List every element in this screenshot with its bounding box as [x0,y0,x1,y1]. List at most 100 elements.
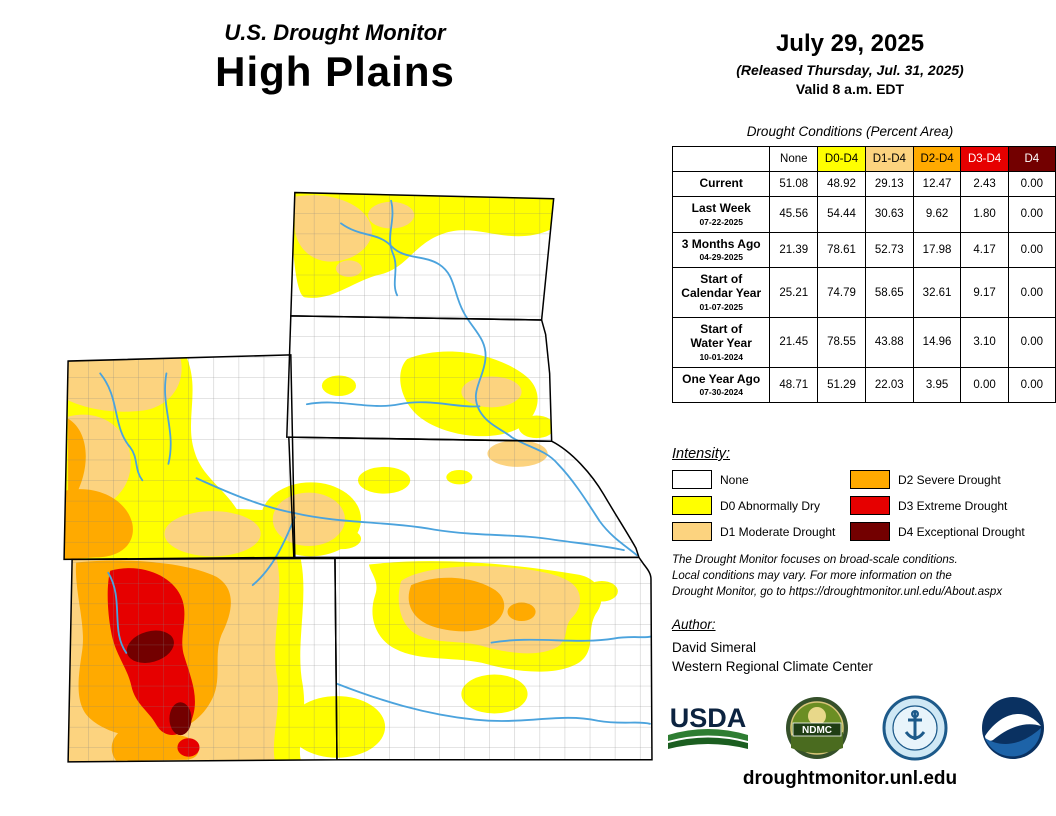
legend-swatch [672,470,712,489]
map-container [38,172,660,768]
table-cell: 22.03 [864,366,914,404]
author-organization: Western Regional Climate Center [672,659,873,674]
legend-title: Intensity: [672,446,731,462]
legend-swatch [850,470,890,489]
table-cell: 51.29 [817,366,866,404]
legend-swatch [850,522,890,541]
table-cell: 29.13 [864,171,914,197]
table-header-row: None D0-D4 D1-D4 D2-D4 D3-D4 D4 [671,146,1056,172]
table-cell: 9.62 [912,195,962,233]
legend-label: D0 Abnormally Dry [720,498,821,513]
legend-label: D4 Exceptional Drought [898,524,1025,539]
row-label: Start of Calendar Year 01-07-2025 [671,267,771,318]
region-title: High Plains [215,48,455,95]
table-cell: 30.63 [864,195,914,233]
river-lines [99,199,652,725]
table-cell: 0.00 [1007,231,1056,269]
column-header-d3: D3-D4 [960,146,1009,172]
table-cell: 3.10 [960,316,1009,368]
table-cell: 48.71 [769,366,819,404]
table-cell: 78.61 [817,231,866,269]
disclaimer-line-2: Local conditions may vary. For more info… [672,569,952,582]
table-cell: 74.79 [817,267,866,318]
table-cell: 25.21 [769,267,819,318]
droughtmonitor-url-link[interactable]: droughtmonitor.unl.edu [742,768,958,789]
table-cell: 43.88 [864,316,914,368]
legend-swatch [672,522,712,541]
column-header-d1: D1-D4 [864,146,914,172]
legend-item: D2 Severe Drought [850,470,1025,489]
usda-logo-icon: USDA [668,703,748,749]
legend-item: D1 Moderate Drought [672,522,850,541]
row-label: One Year Ago 07-30-2024 [671,366,771,404]
legend-swatch [672,496,712,515]
table-cell: 1.80 [960,195,1009,233]
legend-swatch [850,496,890,515]
legend-label: None [720,472,749,487]
table-cell: 0.00 [1007,366,1056,404]
legend-item: D0 Abnormally Dry [672,496,850,515]
table-cell: 4.17 [960,231,1009,269]
table-cell: 0.00 [1007,316,1056,368]
noaa-logo-icon [982,697,1044,759]
table-cell: 21.45 [769,316,819,368]
legend-label: D3 Extreme Drought [898,498,1008,513]
table-cell: 45.56 [769,195,819,233]
legend-item: D3 Extreme Drought [850,496,1025,515]
table-cell: 17.98 [912,231,962,269]
ndmc-logo-icon: NDMC [786,697,848,759]
drought-conditions-table: None D0-D4 D1-D4 D2-D4 D3-D4 D4 Current 51.08 4… [671,146,1056,404]
usda-logo-text: USDA [670,703,747,733]
map-fill-layer [64,192,652,762]
legend-label: D2 Severe Drought [898,472,1001,487]
row-label: Last Week 07-22-2025 [671,195,771,233]
table-row: One Year Ago 07-30-2024 48.71 51.29 22.03 3.9… [671,366,1056,404]
author-block: Author: David Simeral Western Regional C… [672,617,873,674]
column-header-none: None [769,146,819,172]
table-cell: 14.96 [912,316,962,368]
commerce-anchor-eye [911,710,919,718]
table-cell: 0.00 [1007,195,1056,233]
valid-time: Valid 8 a.m. EDT [795,81,905,97]
table-cell: 58.65 [864,267,914,318]
table-cell: 48.92 [817,171,866,197]
ndmc-banner [792,722,842,737]
title-block: U.S. Drought Monitor High Plains [90,20,580,96]
column-header-d0: D0-D4 [817,146,866,172]
disclaimer-line-3: Drought Monitor, go to https://droughtmo… [672,585,1003,598]
table-cell: 9.17 [960,267,1009,318]
commerce-seal-icon [882,695,948,761]
ndmc-logo-text: NDMC [802,725,832,736]
legend-label: D1 Moderate Drought [720,524,836,539]
column-header-d4: D4 [1007,146,1056,172]
table-row: Start of Calendar Year 01-07-2025 25.21 74.7… [671,267,1056,318]
author-heading: Author: [672,617,716,632]
agency-logos: USDA NDMC [664,692,1046,764]
column-header-d2: D2-D4 [912,146,962,172]
map-date: July 29, 2025 [775,30,925,57]
legend-item: D4 Exceptional Drought [850,522,1025,541]
table-cell: 54.44 [817,195,866,233]
table-cell: 0.00 [1007,267,1056,318]
table-cell: 32.61 [912,267,962,318]
table-corner-cell [671,146,771,172]
ndmc-sun-shape [808,707,826,725]
table-cell: 52.73 [864,231,914,269]
usda-swoosh-top [668,729,748,741]
table-cell: 3.95 [912,366,962,404]
table-cell: 0.00 [1007,171,1056,197]
table-row: 3 Months Ago 04-29-2025 21.39 78.61 52.73 17.… [671,231,1056,269]
date-block: July 29, 2025 (Released Thursday, Jul. 3… [660,30,1040,97]
table-cell: 51.08 [769,171,819,197]
row-label: Start of Water Year 10-01-2024 [671,316,771,368]
row-label: 3 Months Ago 04-29-2025 [671,231,771,269]
report-title: U.S. Drought Monitor [224,20,446,45]
county-boundaries-layer [64,192,652,762]
usda-swoosh-bottom [668,737,748,749]
table-row: Start of Water Year 10-01-2024 21.45 78.55 43… [671,316,1056,368]
table-cell: 12.47 [912,171,962,197]
disclaimer-text: The Drought Monitor focuses on broad-sca… [672,553,1044,601]
noaa-wave-shape [985,728,1041,757]
table-row: Current 51.08 48.92 29.13 12.47 2.43 0.00 [671,171,1056,197]
